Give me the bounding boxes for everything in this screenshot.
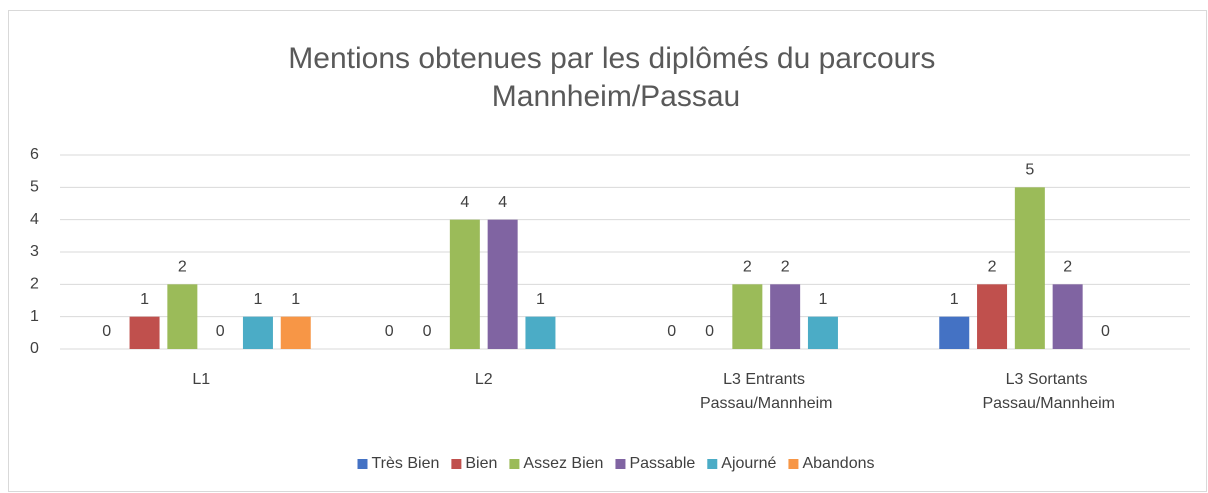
legend-label: Très Bien [372, 455, 440, 472]
data-label: 0 [102, 323, 111, 340]
legend-label: Bien [465, 455, 497, 472]
data-label: 2 [1063, 259, 1072, 276]
legend-swatch [451, 459, 462, 469]
y-tick-label: 4 [30, 211, 39, 228]
data-label: 0 [423, 323, 432, 340]
x-tick-label: L3 Sortants Passau/Mannheim [982, 371, 1115, 412]
chart-title: Mentions obtenues par les diplômés du pa… [288, 42, 943, 113]
legend-swatch [509, 459, 520, 469]
data-label: 0 [705, 323, 714, 340]
bar [1052, 284, 1083, 349]
data-label: 0 [385, 323, 394, 340]
y-tick-label: 0 [30, 340, 39, 357]
data-label: 1 [950, 291, 959, 308]
bar [770, 284, 801, 349]
bar [977, 284, 1008, 349]
bar [525, 316, 556, 349]
data-label: 4 [460, 194, 469, 211]
legend-swatch [707, 459, 718, 469]
bar [487, 219, 518, 349]
data-label: 2 [178, 259, 187, 276]
legend-label: Ajourné [721, 455, 776, 472]
bar [732, 284, 763, 349]
data-label: 2 [988, 259, 997, 276]
bar [807, 316, 838, 349]
data-label: 0 [216, 323, 225, 340]
legend-label: Passable [629, 455, 695, 472]
x-tick-label: L2 [475, 371, 493, 388]
bar [449, 219, 480, 349]
data-label: 1 [253, 291, 262, 308]
legend-swatch [788, 459, 799, 469]
legend-swatch [357, 459, 368, 469]
data-label: 1 [818, 291, 827, 308]
bar [167, 284, 198, 349]
data-label: 2 [781, 259, 790, 276]
y-tick-label: 5 [30, 179, 39, 196]
bar [280, 316, 311, 349]
x-tick-label: L1 [192, 371, 210, 388]
data-label: 1 [140, 291, 149, 308]
data-label: 1 [291, 291, 300, 308]
data-label: 0 [667, 323, 676, 340]
data-label: 4 [498, 194, 507, 211]
y-tick-label: 2 [30, 276, 39, 293]
data-label: 1 [536, 291, 545, 308]
bar [939, 316, 970, 349]
y-tick-label: 1 [30, 308, 39, 325]
bar [129, 316, 160, 349]
data-label: 5 [1025, 162, 1034, 179]
bar [1014, 187, 1045, 349]
y-tick-label: 3 [30, 243, 39, 260]
y-tick-label: 6 [30, 146, 39, 163]
legend-swatch [615, 459, 626, 469]
data-label: 0 [1101, 323, 1110, 340]
chart-frame [8, 10, 1207, 492]
x-tick-label: L3 Entrants Passau/Mannheim [700, 371, 833, 412]
data-label: 2 [743, 259, 752, 276]
legend-label: Abandons [802, 455, 874, 472]
legend-label: Assez Bien [523, 455, 603, 472]
bar [242, 316, 273, 349]
